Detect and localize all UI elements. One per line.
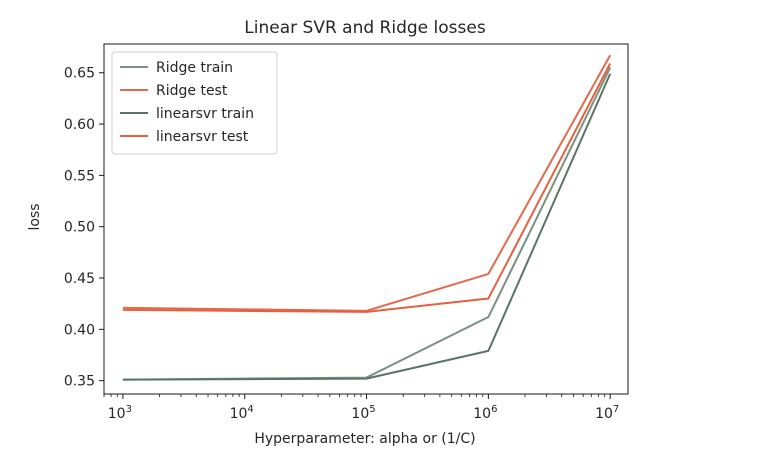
x-tick-label: 106 xyxy=(473,404,497,422)
y-axis-label: loss xyxy=(27,203,43,230)
x-tick-base: 10 xyxy=(230,406,248,422)
x-tick-label: 104 xyxy=(230,404,254,422)
x-tick-exponent: 4 xyxy=(247,404,253,415)
chart-title: Linear SVR and Ridge losses xyxy=(244,18,486,38)
series-line-3 xyxy=(122,73,612,381)
y-tick-label: 0.50 xyxy=(64,220,95,236)
series-line-4 xyxy=(122,63,612,313)
x-tick-base: 10 xyxy=(351,406,369,422)
x-tick-base: 10 xyxy=(473,406,491,422)
legend-box xyxy=(111,51,278,155)
y-tick-label: 0.35 xyxy=(64,374,95,390)
x-tick-exponent: 7 xyxy=(613,404,619,415)
x-tick-exponent: 3 xyxy=(126,404,132,415)
y-tick-label: 0.40 xyxy=(64,322,95,338)
x-tick-label: 107 xyxy=(595,404,619,422)
x-tick-label: 105 xyxy=(351,404,375,422)
series-line-2 xyxy=(122,54,612,312)
plot-area xyxy=(103,43,629,395)
axes-frame xyxy=(103,43,629,395)
y-tick-label: 0.55 xyxy=(64,168,95,184)
x-tick-exponent: 6 xyxy=(491,404,497,415)
y-tick-label: 0.65 xyxy=(64,66,95,82)
legend-label-2: Ridge test xyxy=(156,83,228,99)
y-tick-label: 0.45 xyxy=(64,271,95,287)
x-tick-label: 103 xyxy=(108,404,132,422)
y-tick-label: 0.60 xyxy=(64,117,95,133)
legend-label-1: Ridge train xyxy=(156,60,233,76)
x-axis-label: Hyperparameter: alpha or (1/C) xyxy=(254,431,475,447)
legend: Ridge train Ridge test linearsvr train line… xyxy=(111,51,278,155)
x-tick-base: 10 xyxy=(108,406,126,422)
legend-label-4: linearsvr test xyxy=(156,129,249,145)
x-tick-base: 10 xyxy=(595,406,613,422)
x-tick-exponent: 5 xyxy=(369,404,375,415)
legend-label-3: linearsvr train xyxy=(156,106,254,122)
